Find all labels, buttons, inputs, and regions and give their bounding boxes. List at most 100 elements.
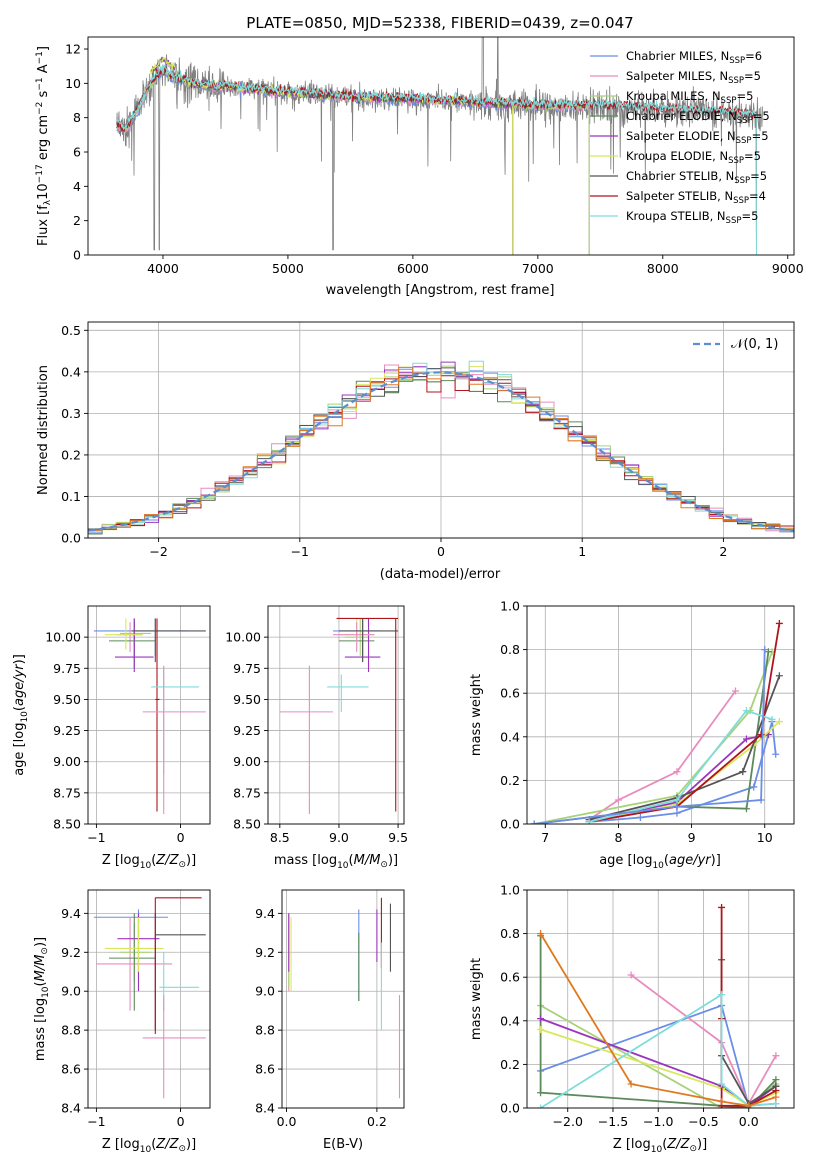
data-point-marker <box>775 619 783 627</box>
x-tick-label: −1 <box>87 830 105 845</box>
plot-area <box>537 903 780 1108</box>
legend-text: Salpeter STELIB, N <box>626 189 733 203</box>
y-label-part: ] <box>36 46 51 51</box>
y-tick-label: 9.25 <box>53 723 81 738</box>
x-axis-label: mass [log10(M/M⊙)] <box>274 853 398 871</box>
y-tick-label: 0.2 <box>500 1057 520 1072</box>
x-label-part: Z [log <box>613 1137 651 1152</box>
normal-distribution-curve <box>88 371 794 532</box>
data-point-marker <box>745 1102 753 1108</box>
y-tick-label: 8.8 <box>61 1023 81 1038</box>
data-point-marker <box>718 991 726 999</box>
x-axis-label: Z [log10(Z/Z⊙)] <box>613 1137 707 1155</box>
x-label-part: Z/Z <box>666 1137 690 1152</box>
legend-label: Salpeter MILES, NSSP=5 <box>626 69 761 86</box>
y-tick-label: 6 <box>73 145 81 160</box>
data-point-marker <box>775 718 783 726</box>
legend-subscript: SSP <box>737 116 753 126</box>
series-line <box>540 1028 777 1107</box>
x-tick-label: 0 <box>437 544 445 559</box>
y-tick-label: 8.8 <box>255 1023 275 1038</box>
y-label-part: −17 <box>35 164 45 183</box>
x-tick-label: 2 <box>719 544 727 559</box>
legend-text: Chabrier ELODIE, N <box>626 109 737 123</box>
x-label-part: )] <box>711 853 721 868</box>
y-tick-label: 8.4 <box>61 1101 81 1116</box>
y-tick-label: 0.4 <box>500 1013 520 1028</box>
label-part: mass [log <box>33 998 48 1061</box>
plot-area <box>93 618 206 815</box>
x-tick-label: −1.5 <box>598 1114 628 1129</box>
x-label-part: 10 <box>140 1145 152 1155</box>
data-point-marker <box>614 796 622 804</box>
data-point-marker <box>636 813 644 821</box>
data-point-marker <box>761 646 769 654</box>
legend-subscript: SSP <box>726 216 742 226</box>
data-point-marker <box>742 805 750 813</box>
x-label-part: Z/Z <box>155 1137 179 1152</box>
legend-text: Salpeter ELODIE, N <box>626 129 736 143</box>
label-part: ⊙ <box>380 860 388 870</box>
x-tick-label: −1.0 <box>643 1114 673 1129</box>
legend-label: Kroupa MILES, NSSP=5 <box>626 89 753 106</box>
data-point-marker <box>673 803 681 811</box>
axes-frame <box>87 321 795 539</box>
data-point-marker <box>764 648 772 656</box>
y-tick-label: 2 <box>73 213 81 228</box>
label-part: )] <box>33 937 48 947</box>
x-tick-label: 0.0 <box>739 1114 759 1129</box>
y-tick-label: 1.0 <box>500 599 520 614</box>
data-point-marker <box>772 1093 780 1101</box>
data-point-marker <box>750 783 758 791</box>
legend-text: Chabrier STELIB, N <box>626 169 734 183</box>
axes-frame <box>526 605 795 825</box>
data-point-marker <box>718 1097 726 1105</box>
legend-label: Salpeter STELIB, NSSP=4 <box>626 189 766 206</box>
x-tick-label: 8000 <box>647 261 679 276</box>
y-tick-label: 4 <box>73 179 81 194</box>
y-tick-label: 0.6 <box>500 970 520 985</box>
x-tick-label: 9000 <box>772 261 804 276</box>
y-tick-label: 9.50 <box>233 692 261 707</box>
data-point-marker <box>673 768 681 776</box>
plot-area <box>530 619 783 824</box>
y-tick-label: 9.00 <box>53 754 81 769</box>
x-tick-label: 7 <box>541 830 549 845</box>
label-part: )] <box>388 853 398 868</box>
label-part: ( <box>349 853 354 868</box>
y-tick-label: 8.75 <box>233 785 261 800</box>
model-spectrum-kroupa-stelib <box>116 64 757 255</box>
label-part: ⊙ <box>40 947 50 955</box>
y-label-part: ( <box>12 706 27 711</box>
y-tick-label: 0.5 <box>61 323 81 338</box>
data-point-marker <box>772 1052 780 1060</box>
series-line <box>588 709 773 823</box>
data-point-marker <box>775 672 783 680</box>
data-point-marker <box>537 1089 545 1097</box>
y-tick-label: 8.50 <box>53 817 81 832</box>
data-point-marker <box>772 1087 780 1095</box>
axes-frame <box>281 889 405 1109</box>
plot-area <box>288 897 401 1099</box>
y-tick-label: 0.0 <box>61 531 81 546</box>
data-point-marker <box>673 796 681 804</box>
x-tick-label: 9 <box>688 830 696 845</box>
series-line <box>534 651 770 824</box>
x-tick-label: 1 <box>578 544 586 559</box>
x-tick-label: 0.2 <box>367 1114 387 1129</box>
series-line <box>589 623 781 823</box>
legend-label: Chabrier ELODIE, NSSP=5 <box>626 109 770 126</box>
legend-text: Kroupa ELODIE, N <box>626 149 728 163</box>
x-axis-label: wavelength [Angstrom, rest frame] <box>326 283 555 298</box>
x-tick-label: 10 <box>757 830 773 845</box>
data-point-marker <box>772 1076 780 1084</box>
y-tick-label: 8.6 <box>61 1062 81 1077</box>
x-label-part: Z/Z <box>155 853 179 868</box>
y-axis-label: age [log10(age/yr)] <box>12 654 30 776</box>
x-tick-label: −2 <box>149 544 167 559</box>
data-point-marker <box>768 715 776 723</box>
y-label-part: age [log <box>12 723 27 776</box>
legend-text: Kroupa MILES, N <box>626 89 721 103</box>
y-label-part: age/yr <box>12 663 27 706</box>
x-label-part: ( <box>151 853 156 868</box>
